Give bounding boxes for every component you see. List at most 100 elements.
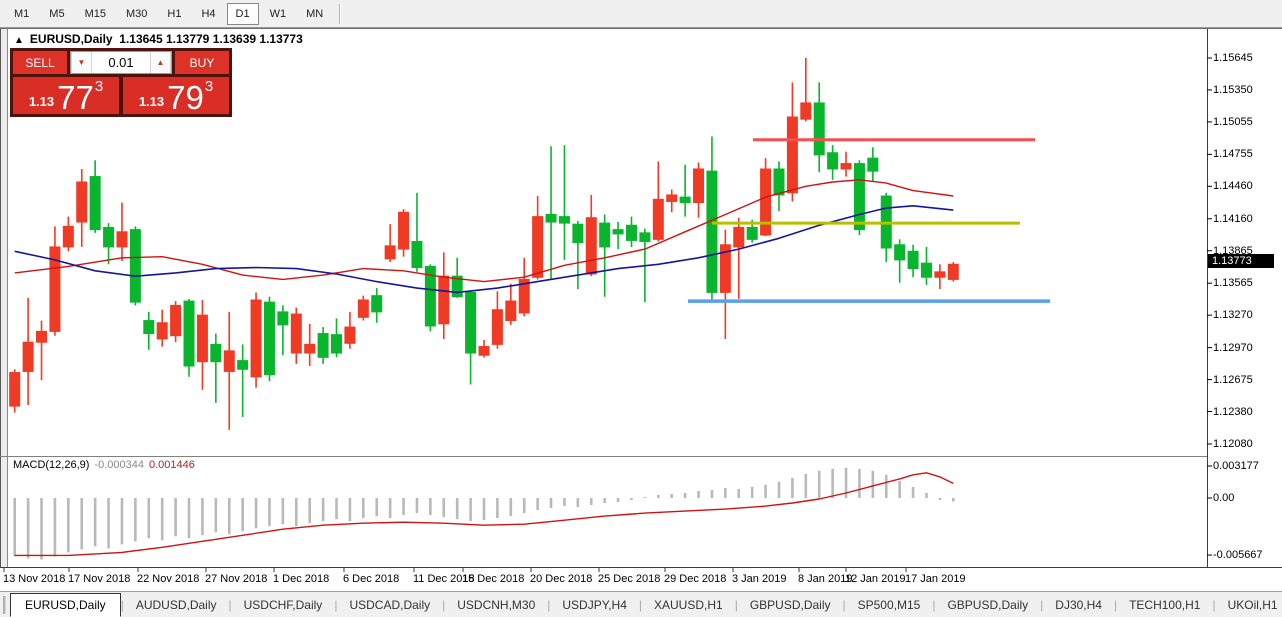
tab-separator: | <box>334 597 338 612</box>
chart-tab-tech100-h1[interactable]: TECH100,H1 <box>1129 597 1201 612</box>
timeframe-button-m5[interactable]: M5 <box>49 7 65 20</box>
chart-tab-usdjpy-h4[interactable]: USDJPY,H4 <box>562 597 627 612</box>
macd-histogram-value: -0.000344 <box>94 459 144 471</box>
chart-left-edge <box>0 29 8 591</box>
timeframe-button-h1[interactable]: H1 <box>167 7 182 20</box>
price-tick-label: 1.14460 <box>1213 180 1253 193</box>
date-tick-label: 13 Nov 2018 <box>3 573 66 585</box>
macd-tick-label: -0.005667 <box>1213 549 1263 562</box>
lot-increase-button[interactable]: ▲ <box>150 52 171 73</box>
timeframe-button-m30[interactable]: M30 <box>125 7 148 20</box>
tab-separator: | <box>228 597 232 612</box>
chart-tab-gbpusd-daily[interactable]: GBPUSD,Daily <box>947 597 1029 612</box>
date-tick-label: 25 Dec 2018 <box>598 573 661 585</box>
tab-separator: | <box>1040 597 1044 612</box>
macd-tick-label: 0.003177 <box>1213 460 1259 472</box>
chart-collapse-icon[interactable]: ▲ <box>14 35 24 46</box>
date-tick-label: 17 Jan 2019 <box>905 573 966 585</box>
date-tick-label: 1 Dec 2018 <box>273 573 330 585</box>
chart-tab-xauusd-h1[interactable]: XAUUSD,H1 <box>654 597 723 612</box>
chart-tabs: EURUSD,Daily | AUDUSD,Daily | USDCHF,Daily | U… <box>10 592 1282 617</box>
price-tick-label: 1.12080 <box>1213 437 1253 450</box>
price-tick-label: 1.14755 <box>1213 148 1253 161</box>
macd-indicator-label: MACD(12,26,9) -0.000344 0.001446 <box>13 459 195 471</box>
current-price-tag: 1.13773 <box>1208 253 1274 268</box>
price-tick-label: 1.13565 <box>1213 277 1253 290</box>
date-axis-strip[interactable] <box>0 567 1282 592</box>
indicator-pane-separator[interactable] <box>0 456 1207 457</box>
buy-price-display[interactable]: 1.13 79 3 <box>123 77 229 114</box>
sell-price-display[interactable]: 1.13 77 3 <box>13 77 119 114</box>
chart-title: ▲ EURUSD,Daily 1.13645 1.13779 1.13639 1.… <box>14 32 303 46</box>
one-click-trading-panel: SELL ▼ 0.01 ▲ BUY 1.13 77 3 1.13 79 3 <box>10 48 232 117</box>
chart-tab-usdcnh-m30[interactable]: USDCNH,M30 <box>457 597 536 612</box>
tab-separator: | <box>120 597 124 612</box>
date-tick-label: 11 Dec 2018 <box>413 573 475 585</box>
date-tick-label: 17 Nov 2018 <box>68 573 131 585</box>
chart-tab-audusd-daily[interactable]: AUDUSD,Daily <box>135 597 217 612</box>
timeframe-button-m1[interactable]: M1 <box>14 7 30 20</box>
date-tick-label: 22 Nov 2018 <box>137 573 200 585</box>
date-tick-label: 8 Jan 2019 <box>798 573 853 585</box>
macd-tick-label: 0.00 <box>1213 492 1235 504</box>
timeframe-button-d1[interactable]: D1 <box>226 2 259 25</box>
chart-tab-usdchf-daily[interactable]: USDCHF,Daily <box>243 597 323 612</box>
tab-separator: | <box>547 597 551 612</box>
price-tick-label: 1.15055 <box>1213 115 1253 128</box>
sell-price-pips: 77 <box>57 78 94 116</box>
lot-size-input[interactable]: 0.01 <box>92 52 150 73</box>
chart-tab-usdcad-daily[interactable]: USDCAD,Daily <box>349 597 431 612</box>
date-tick-label: 20 Dec 2018 <box>530 573 593 585</box>
buy-price-point: 3 <box>204 78 214 95</box>
sell-price-handle: 1.13 <box>28 94 55 109</box>
sell-button[interactable]: SELL <box>13 51 67 74</box>
buy-price-pips: 79 <box>167 78 204 116</box>
date-tick-label: 3 Jan 2019 <box>732 573 787 585</box>
price-tick-label: 1.12380 <box>1213 405 1253 418</box>
timeframe-toolbar: M1 M5 M15 M30 H1 H4 D1 W1 MN <box>0 0 1282 28</box>
chevron-down-icon: ▼ <box>77 58 86 67</box>
tab-bar-grip[interactable] <box>3 595 6 614</box>
price-tick-label: 1.12675 <box>1213 373 1253 386</box>
tab-separator: | <box>1212 597 1216 612</box>
buy-price-handle: 1.13 <box>138 94 165 109</box>
lot-decrease-button[interactable]: ▼ <box>71 52 92 73</box>
price-tick-label: 1.14160 <box>1213 212 1253 225</box>
tab-separator: | <box>1113 597 1118 612</box>
tab-separator: | <box>842 597 846 612</box>
timeframe-button-h4[interactable]: H4 <box>201 7 216 20</box>
chart-symbol-label: EURUSD,Daily <box>29 32 113 46</box>
timeframe-button-w1[interactable]: W1 <box>269 7 287 20</box>
timeframe-button-mn[interactable]: MN <box>306 7 324 20</box>
chart-tab-sp500-m15[interactable]: SP500,M15 <box>857 597 921 612</box>
date-tick-label: 29 Dec 2018 <box>664 573 727 585</box>
chart-ohlc-values: 1.13645 1.13779 1.13639 1.13773 <box>119 32 303 46</box>
chart-tab-bar: EURUSD,Daily | AUDUSD,Daily | USDCHF,Daily | U… <box>0 591 1282 617</box>
price-tick-label: 1.15350 <box>1213 83 1253 96</box>
price-axis-separator <box>1207 29 1208 567</box>
timeframe-button-m15[interactable]: M15 <box>84 7 106 20</box>
lot-size-control: ▼ 0.01 ▲ <box>70 51 172 74</box>
price-tick-label: 1.13270 <box>1213 309 1253 322</box>
tab-separator: | <box>734 597 738 612</box>
sell-price-point: 3 <box>94 78 104 95</box>
date-tick-label: 27 Nov 2018 <box>205 573 268 585</box>
macd-name: MACD(12,26,9) <box>13 459 90 471</box>
buy-button[interactable]: BUY <box>175 51 229 74</box>
macd-signal-value: 0.001446 <box>148 459 195 471</box>
tab-separator: | <box>442 597 446 612</box>
tab-separator: | <box>932 597 936 612</box>
price-tick-label: 1.15645 <box>1213 52 1253 64</box>
chart-tab-ukoil-h1[interactable]: UKOil,H1 <box>1227 597 1278 612</box>
date-tick-label: 6 Dec 2018 <box>343 573 400 585</box>
chevron-up-icon: ▲ <box>156 58 165 67</box>
chart-top-border <box>0 28 1282 29</box>
date-tick-label: 15 Dec 2018 <box>462 573 525 585</box>
date-tick-label: 12 Jan 2019 <box>845 573 906 585</box>
chart-tab-eurusd-daily[interactable]: EURUSD,Daily <box>10 593 121 617</box>
chart-tab-dj30-h4[interactable]: DJ30,H4 <box>1055 597 1102 612</box>
tab-separator: | <box>638 597 642 612</box>
chart-tab-gbpusd-daily[interactable]: GBPUSD,Daily <box>749 597 831 612</box>
toolbar-separator <box>339 3 342 24</box>
